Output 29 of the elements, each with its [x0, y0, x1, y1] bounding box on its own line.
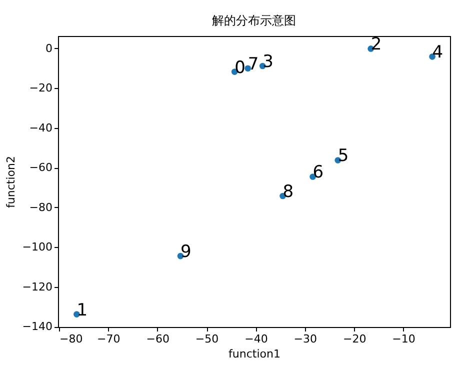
annotation: 2	[370, 34, 382, 55]
x-tick-label: −20	[342, 332, 366, 346]
annotation: 1	[76, 300, 88, 320]
x-axis-title: function1	[228, 348, 280, 360]
x-tick-label: −30	[294, 332, 318, 346]
x-tick-label: −80	[59, 332, 83, 346]
x-tick-label: −60	[146, 332, 170, 346]
x-tick-label: −50	[195, 332, 219, 346]
y-tick-label: −140	[22, 320, 52, 334]
annotation: 3	[262, 52, 274, 72]
y-tick-label: −20	[29, 82, 52, 95]
y-axis-title: function2	[4, 156, 18, 208]
annotation: 0	[234, 58, 246, 78]
annotation: 8	[282, 182, 294, 202]
y-tick-label: −100	[22, 240, 52, 254]
chart-title: 解的分布示意图	[212, 14, 296, 28]
x-tick-label: −40	[244, 332, 268, 346]
y-tick-label: −80	[29, 200, 52, 214]
annotation: 4	[432, 42, 444, 63]
annotation: 5	[338, 146, 349, 166]
annotation: 9	[180, 242, 192, 262]
x-tick-label: −10	[392, 332, 416, 346]
y-tick-label: −40	[29, 121, 52, 134]
x-tick-label: −70	[97, 332, 120, 346]
y-tick-label: −60	[29, 161, 52, 174]
y-tick-label: −120	[22, 280, 52, 294]
annotation: 7	[248, 54, 259, 74]
annotation: 6	[312, 162, 324, 183]
y-tick-label: 0	[46, 42, 52, 55]
